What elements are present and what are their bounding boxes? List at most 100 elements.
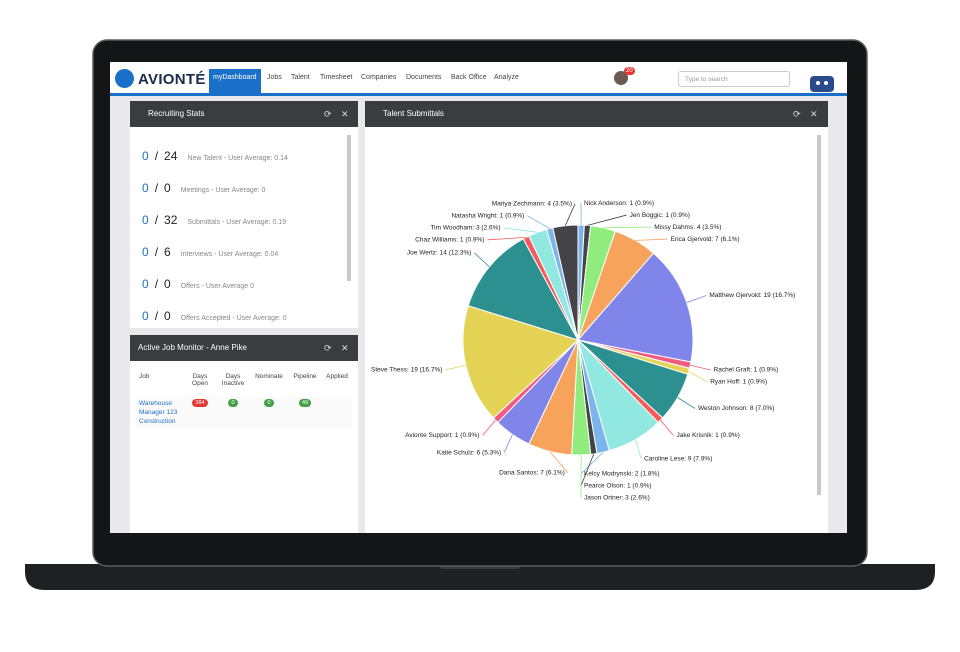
stat-label: Meetings - User Average: 0 [180,187,266,194]
search-box[interactable]: Type to search [678,71,790,87]
col-header: Days Inactive [221,373,245,387]
slice-label: Matthew Gjervold: 19 (16.7%) [709,292,795,299]
nav-item[interactable]: Talent [291,74,310,81]
slice-label: Missy Dahms: 4 (3.5%) [654,224,721,231]
recruiting-stats-panel: Recruiting Stats ⟳ ✕ 0 / 24 New Talent - User… [130,101,358,328]
stat-total: 24 [164,149,178,163]
nav-item[interactable]: Companies [361,74,397,81]
scrollbar [347,135,351,281]
leader-line [474,252,490,268]
cell: 0 [216,397,250,428]
pie-slice [577,252,694,363]
stat-sep: / [154,213,159,227]
stat-label: New Talent - User Average: 0.14 [187,155,288,162]
leader-line [580,453,595,486]
talent-submittals-panel: Talent Submittals ⟳ ✕ Nick Anderson: 1 (0.… [365,101,828,533]
stat-total: 6 [164,245,171,259]
col-header: Job [139,373,150,380]
stat-done: 0 [142,245,149,259]
refresh-icon[interactable]: ⟳ [324,343,332,353]
panel-title: Active Job Monitor - Anne Pike [138,343,247,352]
table-row: Warehouse Manager 123 Construction 384 0… [136,397,352,428]
pie-slice [462,305,579,419]
cell: 384 [184,397,216,428]
stat-row: 0 / 24 New Talent - User Average: 0.14 [142,149,288,163]
laptop-base [25,564,935,590]
leader-line [587,214,627,226]
nav-item[interactable]: Documents [406,74,442,81]
col-header: Days Open [192,373,208,387]
slice-label: Caroline Lese: 9 (7.9%) [644,455,712,462]
slice-label: Jen Boggic: 1 (0.9%) [630,212,690,219]
slice-label: Katie Schulz: 6 (5.3%) [437,449,501,456]
stat-done: 0 [142,181,149,195]
leader-line [549,451,569,474]
col-header: Pipeline [293,373,317,380]
job-link[interactable]: Warehouse Manager 123 Construction [136,397,184,428]
nav-item[interactable]: Back Office [451,74,487,81]
panel-header: Recruiting Stats ⟳ ✕ [130,101,358,127]
stat-row: 0 / 6 Interviews - User Average: 0.04 [142,245,278,259]
stat-done: 0 [142,309,149,323]
slice-label: Chaz Williams: 1 (0.9%) [415,237,484,244]
slice-label: Dana Santos: 7 (6.1%) [499,470,565,477]
col-header: Applied [326,373,348,380]
stat-total: 0 [164,181,171,195]
panel-header: Active Job Monitor - Anne Pike ⟳ ✕ [130,335,358,361]
days-open: 384 [192,399,208,407]
slice-label: Joe Wertz: 14 (12.3%) [407,250,472,257]
slice-label: Pearce Olson: 1 (0.9%) [584,482,652,489]
stat-row: 0 / 0 Meetings - User Average: 0 [142,181,265,195]
stat-sep: / [154,181,159,195]
refresh-icon[interactable]: ⟳ [324,109,332,119]
avatar[interactable] [614,71,628,85]
slice-label: Tim Woodham: 3 (2.6%) [430,225,500,232]
stat-sep: / [154,149,159,163]
stat-row: 0 / 0 Offers Accepted - User Average: 0 [142,309,287,323]
leader-line [503,227,538,233]
cell: 49 [288,397,322,428]
close-icon[interactable]: ✕ [341,109,349,119]
top-nav: AVIONTÉ myDashboard Jobs Talent Timeshee… [110,62,847,96]
slice-label: Rachel Graft: 1 (0.9%) [714,367,779,374]
close-icon[interactable]: ✕ [341,343,349,353]
leader-line [580,451,604,474]
stat-sep: / [154,277,159,291]
leader-line [635,238,668,241]
stat-row: 0 / 0 Offers - User Average 0 [142,277,254,291]
stat-total: 0 [164,309,171,323]
leader-line [487,236,527,241]
screen: AVIONTÉ myDashboard Jobs Talent Timeshee… [110,62,847,533]
close-icon[interactable]: ✕ [810,109,818,119]
pie-slice [467,238,580,341]
stat-label: Submittals - User Average: 0.19 [187,219,287,226]
slice-label: Steve Thess: 19 (16.7%) [371,367,442,374]
panel-title: Talent Submittals [383,109,444,118]
leader-line [482,419,496,436]
leader-line [445,364,466,371]
slice-label: Mariya Zechmann: 4 (3.5%) [492,201,572,208]
stat-sep: / [154,245,159,259]
pie-chart: Nick Anderson: 1 (0.9%) Jen Boggic: 1 (0.… [371,135,821,501]
col-header: Nominate [255,373,283,380]
nav-item[interactable]: Jobs [267,74,282,81]
leader-line [688,370,708,383]
brand: AVIONTÉ [138,71,206,88]
nav-item[interactable]: Timesheet [320,74,353,81]
slice-label: Jason Ortner: 3 (2.6%) [584,494,650,501]
nominate: 0 [264,399,274,407]
notification-badge: 20 [624,67,635,75]
stat-done: 0 [142,213,149,227]
stat-label: Interviews - User Average: 0.04 [180,251,279,258]
nav-item[interactable]: myDashboard [209,69,261,93]
refresh-icon[interactable]: ⟳ [793,109,801,119]
leader-line [603,226,652,229]
nav-item[interactable]: Analyze [494,74,519,81]
leader-line [503,434,513,453]
scrollbar [817,135,821,495]
panel-title: Recruiting Stats [148,109,205,118]
table-header: Job Days Open Days Inactive Nominate Pip… [136,373,352,397]
stat-done: 0 [142,149,149,163]
